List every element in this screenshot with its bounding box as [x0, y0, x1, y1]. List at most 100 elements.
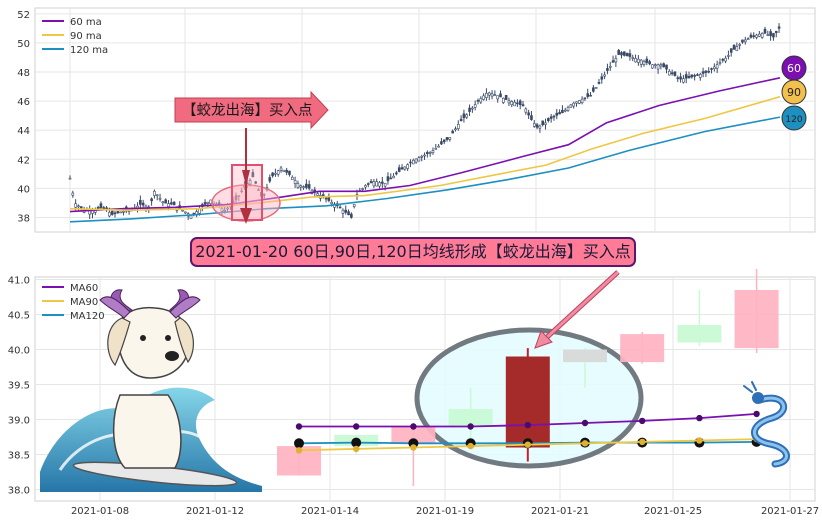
top-candle-body: [431, 150, 435, 153]
top-candle-body: [713, 66, 716, 70]
top-candle-body: [721, 58, 725, 61]
top-candle-body: [606, 68, 609, 71]
top-candle-body: [392, 175, 395, 179]
top-candle-body: [687, 75, 691, 79]
top-candle-body: [670, 72, 674, 75]
top-candle-body: [400, 167, 404, 170]
top-candle-body: [122, 211, 125, 213]
bottom-y-tick-label: 40.5: [8, 311, 30, 322]
dragon-illustration: [743, 381, 790, 468]
top-candle-body: [110, 210, 114, 215]
top-candle-body: [583, 97, 587, 100]
top-candle-body: [364, 185, 367, 188]
top-price-label-badge: [781, 105, 807, 131]
top-candle-body: [271, 172, 274, 177]
bottom-ma90-line-point: [410, 444, 417, 451]
top-candle-body: [749, 34, 753, 38]
top-candle-body: [763, 28, 767, 34]
bottom-x-tick-label: 2021-01-08: [71, 506, 129, 517]
top-candle-body: [276, 170, 280, 175]
top-candle-body: [642, 60, 646, 65]
top-candle-body: [729, 48, 733, 53]
top-candle-body: [538, 125, 542, 129]
top-candle-body: [628, 53, 632, 57]
top-candle-body: [758, 33, 761, 37]
top-candle-body: [71, 192, 75, 196]
top-candle-body: [620, 52, 623, 56]
top-candle-body: [409, 161, 412, 164]
top-candle-body: [617, 50, 620, 55]
bottom-candle-body: [677, 325, 722, 343]
top-candle-body: [496, 95, 499, 100]
top-candle-body: [575, 101, 578, 104]
top-candle-body: [755, 34, 758, 38]
bottom-ma60-line-point: [639, 417, 646, 425]
top-candle-body: [282, 169, 286, 172]
signal-callout: 2021-01-20 60日,90日,120日均线形成【蛟龙出海】买入点: [190, 237, 636, 267]
bottom-ma90-line-point: [353, 445, 360, 453]
signal-callout-text: 2021-01-20 60日,90日,120日均线形成【蛟龙出海】买入点: [195, 242, 631, 261]
top-candle-body: [710, 68, 713, 70]
top-candle-body: [381, 181, 384, 184]
top-candle-body: [164, 199, 167, 204]
top-candle-body: [659, 64, 663, 67]
top-candle-body: [74, 203, 77, 208]
top-candle-body: [361, 188, 364, 190]
top-candle-body: [502, 98, 505, 103]
top-candle-body: [684, 74, 688, 79]
top-candle-body: [614, 58, 618, 63]
top-candle-body: [718, 62, 722, 64]
top-candle-body: [198, 208, 201, 214]
top-candle-body: [434, 148, 438, 150]
top-candle-body: [490, 93, 494, 97]
top-candle-body: [68, 177, 72, 180]
top-candle-body: [586, 93, 590, 97]
bottom-ma60-line-point: [524, 421, 531, 429]
top-candle-body: [445, 137, 449, 140]
top-candle-body: [372, 181, 376, 187]
top-candle-body: [487, 92, 491, 96]
top-candle-body: [651, 64, 654, 69]
bottom-x-tick-label: 2021-01-27: [761, 506, 819, 517]
top-candle-body: [220, 207, 224, 212]
bottom-ma90-line-point: [295, 447, 303, 454]
top-y-tick-label: 44: [17, 126, 30, 137]
top-candle-body: [774, 30, 778, 34]
bottom-moving-averages: [294, 410, 762, 454]
bottom-candle-body: [391, 426, 436, 444]
top-candle-body: [645, 58, 649, 63]
top-candle-body: [423, 154, 426, 157]
top-candle-body: [293, 180, 297, 184]
top-y-tick-label: 48: [17, 68, 30, 79]
top-candle-body: [189, 215, 193, 219]
top-candle-body: [462, 113, 466, 119]
top-candle-body: [274, 172, 277, 175]
top-candle-body: [330, 202, 333, 205]
top-candle-body: [395, 172, 398, 175]
bottom-candle-body: [734, 290, 779, 349]
bottom-y-tick-label: 39.0: [8, 416, 30, 427]
top-candle-body: [240, 190, 243, 193]
top-candle-body: [468, 107, 471, 112]
top-candle-body: [226, 207, 229, 210]
top-y-tick-label: 52: [17, 10, 30, 21]
top-candle-body: [499, 93, 502, 98]
top-candle-body: [735, 46, 739, 52]
bottom-ma90-line-point: [524, 441, 531, 448]
bottom-ma90-line-point: [467, 442, 474, 450]
top-candle-body: [383, 182, 387, 187]
bottom-ma60-line-point: [295, 423, 303, 430]
top-candle-body: [634, 58, 637, 63]
top-candle-body: [544, 122, 547, 125]
top-candle-body: [639, 59, 643, 65]
bottom-y-tick-label: 38.0: [8, 486, 30, 497]
bottom-ma90-line-point: [639, 438, 646, 446]
top-legend-label: 120 ma: [70, 45, 108, 56]
top-candle-body: [305, 183, 308, 188]
top-candle-body: [662, 63, 665, 68]
top-candle-body: [608, 66, 612, 68]
top-candle-body: [696, 74, 699, 76]
top-candle-body: [102, 207, 106, 209]
